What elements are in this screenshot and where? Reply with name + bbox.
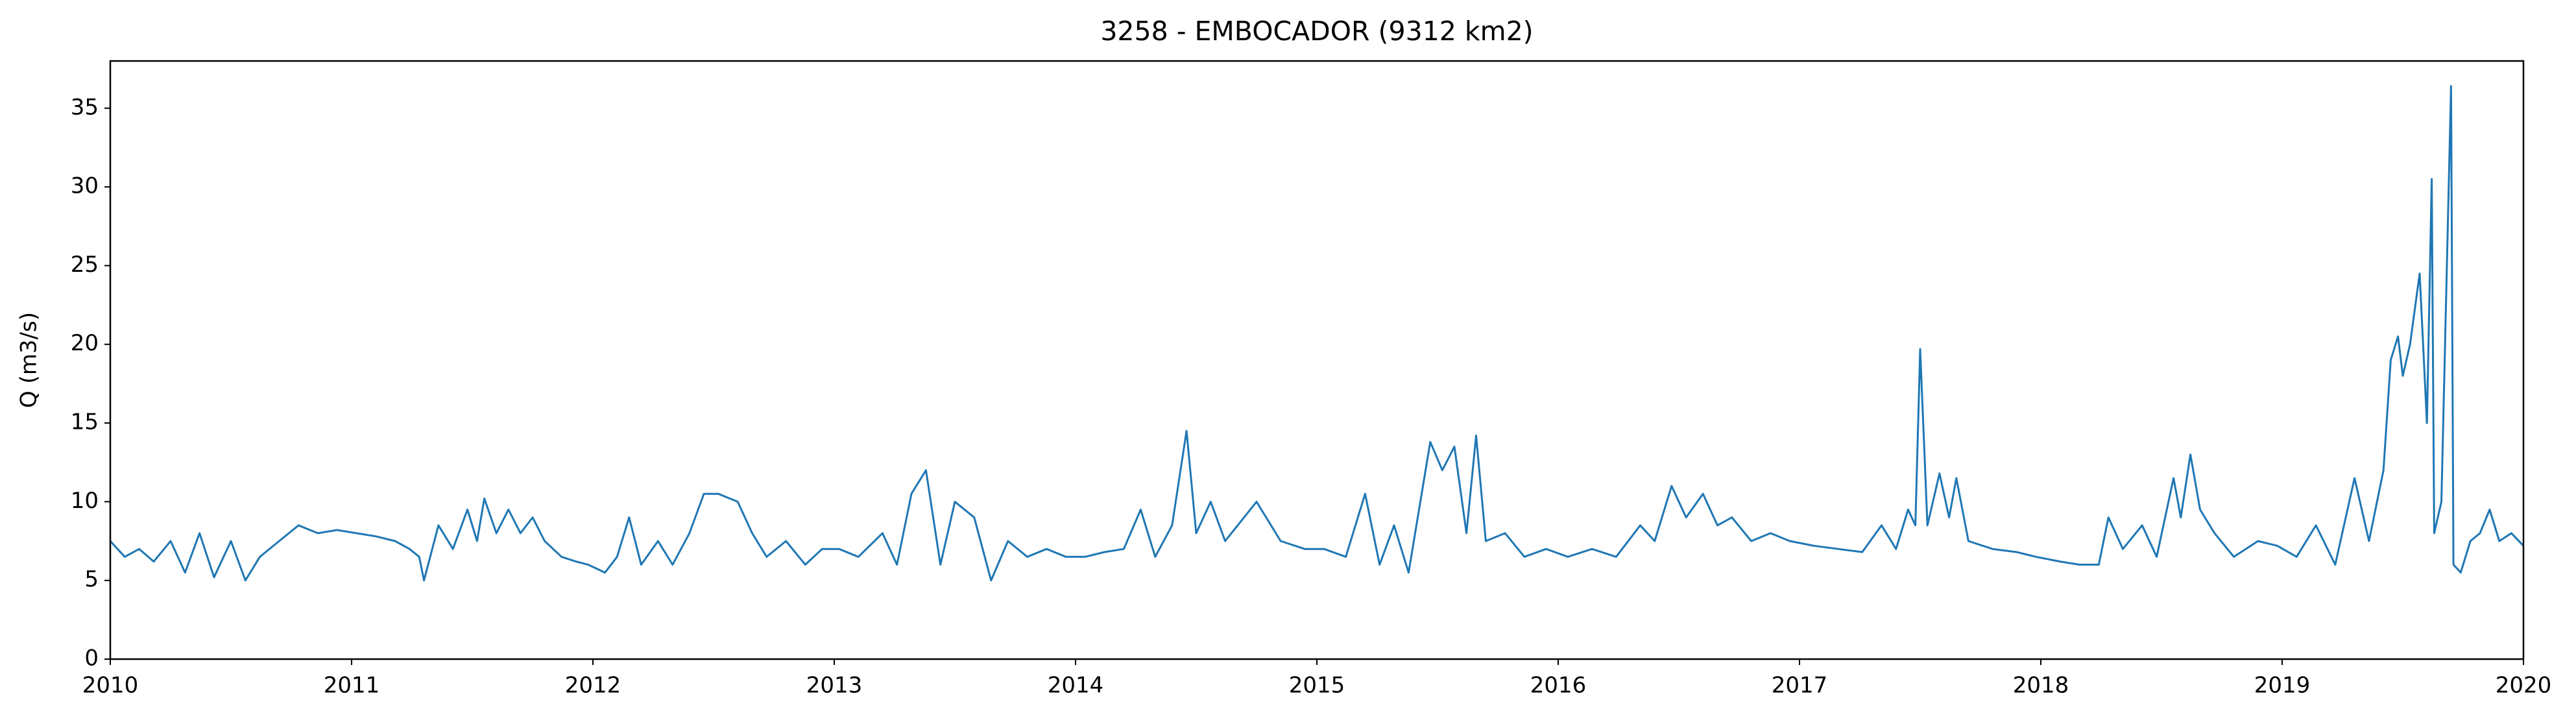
x-tick-label: 2013 xyxy=(806,673,863,699)
plot-frame xyxy=(109,60,2525,660)
y-tick-label: 10 xyxy=(71,488,99,514)
y-tick-label: 35 xyxy=(71,94,99,120)
y-axis-label: Q (m3/s) xyxy=(16,312,42,408)
x-tick-label: 2010 xyxy=(82,673,139,699)
x-tick-label: 2014 xyxy=(1048,673,1104,699)
chart-title: 3258 - EMBOCADOR (9312 km2) xyxy=(1100,16,1533,47)
x-tick-label: 2012 xyxy=(565,673,621,699)
y-tick-label: 0 xyxy=(84,646,99,671)
x-tick-label: 2017 xyxy=(1772,673,1828,699)
x-tick-label: 2019 xyxy=(2254,673,2311,699)
y-tick-label: 5 xyxy=(84,566,99,592)
data-line xyxy=(109,85,2525,582)
x-tick-label: 2020 xyxy=(2496,673,2552,699)
y-tick-label: 15 xyxy=(71,409,99,435)
y-tick-label: 30 xyxy=(71,173,99,199)
x-tick-label: 2016 xyxy=(1530,673,1587,699)
y-tick-label: 25 xyxy=(71,252,99,278)
x-tick-label: 2018 xyxy=(2013,673,2069,699)
x-tick-label: 2011 xyxy=(324,673,380,699)
x-tick-label: 2015 xyxy=(1289,673,1345,699)
y-tick-label: 20 xyxy=(71,330,99,356)
